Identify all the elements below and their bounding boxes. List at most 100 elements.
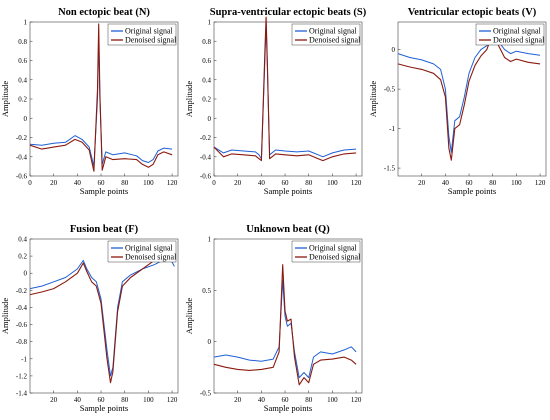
x-tick-label: 60 — [98, 179, 106, 187]
legend-entry-label: Original signal — [493, 27, 542, 36]
y-tick-label: -0.2 — [16, 287, 28, 295]
y-tick-label: 0.4 — [18, 236, 27, 244]
denoised-signal-line — [213, 264, 357, 386]
y-tick-label: 0.8 — [18, 38, 27, 46]
panel-title: Supra-ventricular ectopic beats (S) — [210, 7, 367, 18]
x-axis-label: Sample points — [80, 186, 128, 196]
legend-entry-label: Denoised signal — [125, 253, 177, 262]
x-tick-label: 40 — [74, 179, 82, 187]
x-tick-label: 100 — [143, 179, 154, 187]
panel-1: Non ectopic beat (N) 0 20 40 60 80 100 120 -0.6 -… — [0, 7, 179, 196]
y-tick-label: -0.6 — [16, 173, 28, 181]
y-tick-label: -0.6 — [200, 173, 212, 181]
x-tick-label: 20 — [234, 396, 242, 404]
x-tick-label: 80 — [121, 179, 129, 187]
panel-2: Supra-ventricular ectopic beats (S) 0 20 40… — [184, 7, 367, 196]
y-tick-label: -1.5 — [384, 165, 396, 173]
y-tick-label: 0.4 — [202, 76, 211, 84]
panel-title: Fusion beat (F) — [70, 224, 139, 235]
y-tick-label: 0 — [208, 115, 212, 123]
y-tick-label: -0.2 — [16, 134, 28, 142]
x-tick-label: 120 — [351, 179, 362, 187]
x-axis-label: Sample points — [448, 186, 496, 196]
x-axis-label: Sample points — [264, 186, 312, 196]
panel-3: Ventricular ectopic beats (V) 20 40 60 80 100… — [368, 7, 547, 196]
y-tick-label: 0 — [208, 338, 212, 346]
y-tick-label: -0.4 — [16, 153, 28, 161]
y-tick-label: 0.2 — [18, 96, 27, 104]
y-tick-label: -0.6 — [16, 321, 28, 329]
x-tick-label: 100 — [327, 396, 338, 404]
x-tick-label: 60 — [282, 396, 290, 404]
legend-entry-label: Original signal — [309, 27, 358, 36]
denoised-signal-line — [29, 248, 175, 384]
y-tick-label: 0.6 — [18, 57, 27, 65]
y-tick-label: -1.4 — [16, 390, 28, 398]
y-axis-label: Amplitude — [368, 81, 378, 118]
x-tick-label: 80 — [305, 179, 313, 187]
legend-entry-label: Original signal — [125, 27, 174, 36]
x-tick-label: 40 — [442, 179, 450, 187]
x-tick-label: 20 — [50, 179, 58, 187]
y-tick-label: 1 — [24, 19, 28, 27]
y-tick-label: -0.5 — [384, 86, 396, 94]
legend-box — [475, 23, 545, 46]
legend-entry-label: Denoised signal — [493, 36, 545, 45]
y-tick-label: 0.2 — [202, 96, 211, 104]
x-tick-label: 80 — [305, 396, 313, 404]
x-axis-label: Sample points — [80, 403, 128, 413]
x-tick-label: 40 — [258, 396, 266, 404]
y-tick-label: 0 — [24, 270, 28, 278]
y-tick-label: 1 — [208, 19, 212, 27]
panel-5: Unknown beat (Q) 20 40 60 80 100 120 -0.5 0 0.5 1 S… — [184, 224, 363, 413]
y-tick-label: -0.2 — [200, 134, 212, 142]
y-tick-label: 0.5 — [202, 287, 211, 295]
y-axis-label: Amplitude — [184, 298, 194, 335]
panel-title: Ventricular ectopic beats (V) — [408, 7, 537, 18]
y-axis-label: Amplitude — [0, 81, 10, 118]
denoised-signal-line — [397, 33, 541, 161]
y-tick-label: -1 — [21, 355, 27, 363]
x-tick-label: 60 — [98, 396, 106, 404]
y-tick-label: 0 — [24, 115, 28, 123]
y-tick-label: -1 — [389, 125, 395, 133]
x-tick-label: 0 — [212, 179, 216, 187]
plot-area — [29, 21, 179, 177]
x-tick-label: 0 — [28, 179, 32, 187]
y-tick-label: -0.5 — [200, 390, 212, 398]
y-tick-label: -0.8 — [16, 338, 28, 346]
y-tick-label: 0.2 — [18, 253, 27, 261]
y-axis-label: Amplitude — [0, 298, 10, 335]
x-tick-label: 20 — [50, 396, 58, 404]
panel-title: Unknown beat (Q) — [246, 224, 330, 235]
denoised-signal-line — [29, 23, 173, 172]
plot-area — [213, 238, 363, 394]
x-tick-label: 60 — [466, 179, 474, 187]
x-tick-label: 100 — [511, 179, 522, 187]
y-tick-label: 0.4 — [18, 76, 27, 84]
y-tick-label: 0 — [392, 46, 396, 54]
y-tick-label: -1.2 — [16, 372, 28, 380]
x-tick-label: 120 — [167, 179, 178, 187]
x-tick-label: 40 — [258, 179, 266, 187]
legend-entry-label: Denoised signal — [309, 36, 361, 45]
legend-box — [291, 23, 361, 46]
y-axis-label: Amplitude — [184, 81, 194, 118]
x-tick-label: 80 — [489, 179, 497, 187]
original-signal-line — [29, 257, 175, 377]
x-axis-label: Sample points — [264, 403, 312, 413]
x-tick-label: 80 — [121, 396, 129, 404]
panel-4: Fusion beat (F) 20 40 60 80 100 120 -1.4 -1.2 -1 -… — [0, 224, 179, 413]
x-tick-label: 100 — [327, 179, 338, 187]
denoised-signal-line — [213, 16, 357, 162]
legend-box — [107, 240, 177, 263]
y-tick-label: -0.4 — [16, 304, 28, 312]
panel-title: Non ectopic beat (N) — [58, 7, 150, 18]
x-tick-label: 20 — [418, 179, 426, 187]
x-tick-label: 20 — [234, 179, 242, 187]
